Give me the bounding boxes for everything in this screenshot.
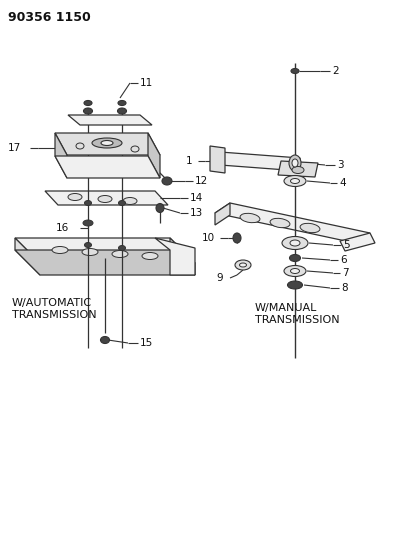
- Polygon shape: [220, 152, 300, 171]
- Polygon shape: [45, 191, 168, 205]
- Text: 3: 3: [337, 160, 343, 170]
- Text: W/AUTOMATIC
TRANSMISSION: W/AUTOMATIC TRANSMISSION: [12, 298, 97, 320]
- Ellipse shape: [76, 143, 84, 149]
- Polygon shape: [15, 238, 40, 275]
- Ellipse shape: [112, 251, 128, 257]
- Polygon shape: [68, 115, 152, 125]
- Ellipse shape: [142, 253, 158, 260]
- Ellipse shape: [284, 265, 306, 277]
- Ellipse shape: [84, 101, 92, 106]
- Ellipse shape: [300, 223, 320, 233]
- Text: 1: 1: [186, 156, 193, 166]
- Text: 14: 14: [190, 193, 203, 203]
- Ellipse shape: [156, 204, 164, 213]
- Text: 7: 7: [342, 268, 349, 278]
- Polygon shape: [148, 133, 160, 178]
- Polygon shape: [210, 146, 225, 173]
- Ellipse shape: [83, 220, 93, 226]
- Ellipse shape: [119, 200, 125, 206]
- Ellipse shape: [284, 175, 306, 187]
- Polygon shape: [215, 203, 230, 225]
- Text: 13: 13: [190, 208, 203, 218]
- Ellipse shape: [287, 281, 302, 289]
- Text: W/MANUAL
TRANSMISSION: W/MANUAL TRANSMISSION: [255, 303, 339, 325]
- Text: 10: 10: [202, 233, 215, 243]
- Ellipse shape: [118, 101, 126, 106]
- Ellipse shape: [292, 159, 298, 167]
- Ellipse shape: [84, 108, 92, 114]
- Ellipse shape: [92, 138, 122, 148]
- Text: 6: 6: [340, 255, 347, 265]
- Text: 17: 17: [8, 143, 21, 153]
- Ellipse shape: [290, 240, 300, 246]
- Ellipse shape: [233, 233, 241, 243]
- Polygon shape: [170, 238, 195, 275]
- Ellipse shape: [84, 243, 92, 247]
- Ellipse shape: [235, 260, 251, 270]
- Ellipse shape: [240, 213, 260, 223]
- Polygon shape: [215, 203, 370, 243]
- Ellipse shape: [131, 146, 139, 152]
- Ellipse shape: [68, 193, 82, 200]
- Ellipse shape: [162, 177, 172, 185]
- Ellipse shape: [117, 108, 127, 114]
- Ellipse shape: [101, 141, 113, 146]
- Text: 15: 15: [140, 338, 153, 348]
- Ellipse shape: [101, 336, 109, 343]
- Ellipse shape: [289, 155, 301, 171]
- Polygon shape: [278, 161, 318, 177]
- Ellipse shape: [98, 196, 112, 203]
- Text: 8: 8: [341, 283, 347, 293]
- Ellipse shape: [291, 179, 300, 183]
- Polygon shape: [55, 133, 67, 178]
- Polygon shape: [55, 156, 160, 178]
- Text: 11: 11: [140, 78, 153, 88]
- Text: 90356 1150: 90356 1150: [8, 11, 91, 24]
- Polygon shape: [15, 238, 195, 263]
- Ellipse shape: [82, 248, 98, 255]
- Text: 4: 4: [339, 178, 345, 188]
- Ellipse shape: [52, 246, 68, 254]
- Ellipse shape: [282, 237, 308, 249]
- Polygon shape: [55, 133, 160, 155]
- Polygon shape: [340, 233, 375, 251]
- Ellipse shape: [84, 200, 92, 206]
- Ellipse shape: [123, 198, 137, 205]
- Ellipse shape: [292, 166, 304, 174]
- Ellipse shape: [270, 219, 290, 228]
- Text: 5: 5: [343, 240, 349, 250]
- Polygon shape: [155, 238, 195, 275]
- Text: 9: 9: [216, 273, 222, 283]
- Ellipse shape: [291, 69, 299, 74]
- Text: 12: 12: [195, 176, 208, 186]
- Ellipse shape: [289, 254, 300, 262]
- Ellipse shape: [119, 246, 125, 251]
- Text: 2: 2: [332, 66, 339, 76]
- Ellipse shape: [291, 269, 300, 273]
- Ellipse shape: [240, 263, 246, 267]
- Text: 16: 16: [56, 223, 69, 233]
- Polygon shape: [15, 250, 195, 275]
